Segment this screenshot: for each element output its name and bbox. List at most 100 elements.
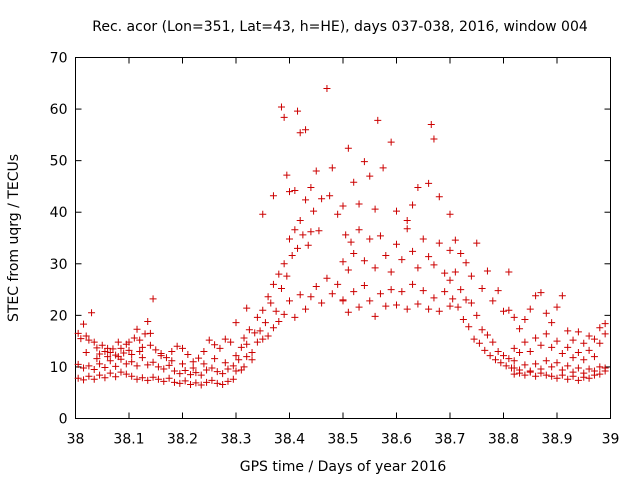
data-point <box>114 338 122 346</box>
data-point <box>224 365 232 373</box>
data-point <box>277 285 285 293</box>
data-point <box>181 377 189 385</box>
data-point <box>187 380 195 388</box>
data-point <box>409 247 417 255</box>
data-point <box>138 374 146 382</box>
data-point <box>304 241 312 249</box>
data-point <box>283 272 291 280</box>
data-point <box>128 372 136 380</box>
data-point <box>122 360 130 368</box>
data-point <box>168 347 176 355</box>
data-point <box>96 371 104 379</box>
data-point <box>414 300 422 308</box>
data-point <box>253 338 261 346</box>
data-point <box>259 335 267 343</box>
y-axis: 0 10 20 30 40 50 60 70 <box>50 51 611 428</box>
data-point <box>344 308 352 316</box>
data-point <box>371 205 379 213</box>
data-point <box>227 338 235 346</box>
data-point <box>162 354 170 362</box>
y-tick-label: 60 <box>50 102 68 118</box>
data-point <box>200 347 208 355</box>
x-tick-label: 38.3 <box>220 432 251 448</box>
data-point <box>195 354 203 362</box>
data-point <box>489 338 497 346</box>
data-point <box>122 370 130 378</box>
data-point <box>213 368 221 376</box>
data-point <box>211 355 219 363</box>
data-point <box>261 319 269 327</box>
data-point <box>74 329 82 337</box>
data-point <box>80 364 88 372</box>
data-point <box>240 363 248 371</box>
data-point <box>376 232 384 240</box>
data-point <box>475 339 483 347</box>
data-point <box>414 264 422 272</box>
data-point <box>574 376 582 384</box>
data-point <box>93 355 101 363</box>
y-axis-label: STEC from uqrg / TECUs <box>6 154 22 322</box>
data-point <box>286 235 293 243</box>
data-point <box>339 202 347 210</box>
data-point <box>318 299 326 307</box>
data-point <box>221 335 229 343</box>
data-point <box>334 280 342 288</box>
data-point <box>280 310 288 318</box>
data-point <box>500 352 507 360</box>
data-point <box>510 364 518 372</box>
data-point <box>467 272 475 280</box>
data-point <box>152 346 160 354</box>
data-point <box>510 357 518 365</box>
data-point <box>564 362 572 370</box>
data-point <box>296 129 304 137</box>
data-point <box>106 369 114 377</box>
data-point <box>355 200 363 208</box>
data-point <box>465 323 473 331</box>
data-point <box>454 303 462 311</box>
data-point <box>85 336 93 344</box>
data-point <box>430 261 438 269</box>
data-point <box>596 339 604 347</box>
data-point <box>232 367 240 375</box>
data-point <box>106 357 114 365</box>
data-point <box>590 371 598 379</box>
data-point <box>125 338 133 346</box>
data-point <box>77 335 85 343</box>
data-point <box>510 344 518 352</box>
data-point <box>494 347 502 355</box>
data-point <box>117 368 125 376</box>
data-point <box>505 268 513 276</box>
data-point <box>157 350 165 358</box>
data-point <box>216 344 224 352</box>
data-point <box>393 207 400 215</box>
data-point <box>211 341 219 349</box>
data-point <box>467 299 475 307</box>
data-point <box>486 352 494 360</box>
data-point <box>82 332 90 340</box>
data-point <box>269 280 277 288</box>
chart-title: Rec. acor (Lon=351, Lat=43, h=HE), days … <box>92 19 588 35</box>
data-point <box>558 350 566 358</box>
data-point <box>574 364 582 372</box>
data-point <box>585 374 593 382</box>
data-point <box>232 352 240 360</box>
data-point <box>192 369 200 377</box>
data-point <box>419 235 427 243</box>
data-point <box>441 288 449 296</box>
data-point <box>114 353 122 361</box>
data-point <box>181 367 189 375</box>
data-point <box>371 312 379 320</box>
data-point <box>98 341 106 349</box>
data-point <box>403 216 411 224</box>
data-point <box>154 375 162 383</box>
data-point <box>307 228 315 236</box>
data-point <box>302 126 310 134</box>
data-point <box>542 371 550 379</box>
data-point <box>117 344 125 352</box>
data-point <box>96 360 104 368</box>
data-point <box>526 305 534 313</box>
data-point <box>205 336 213 344</box>
data-point <box>601 330 609 338</box>
data-point <box>451 236 459 244</box>
data-point <box>590 353 598 361</box>
